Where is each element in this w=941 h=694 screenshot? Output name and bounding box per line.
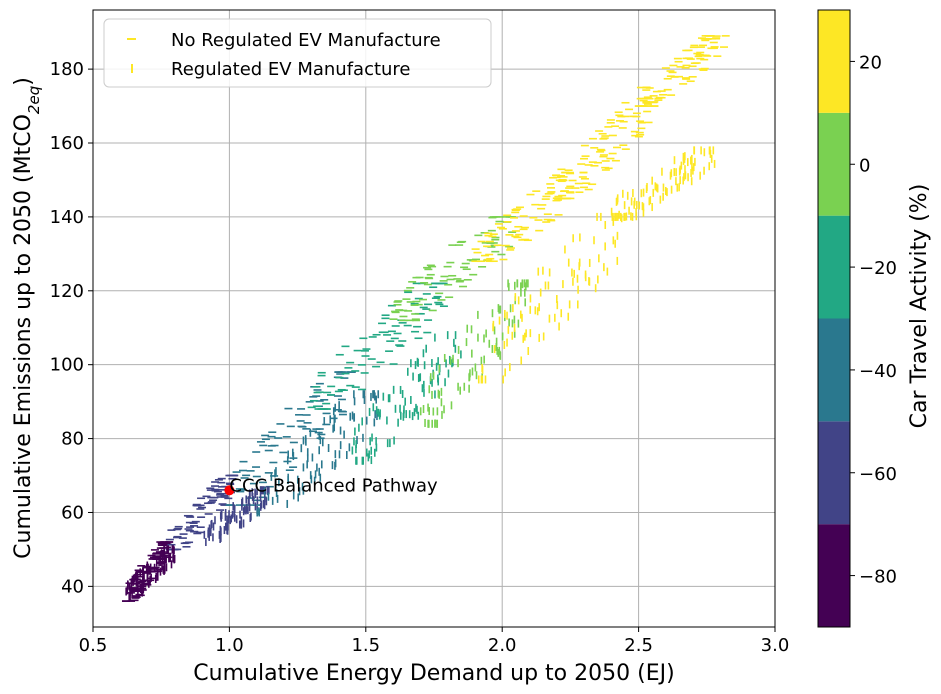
x-axis-label: Cumulative Energy Demand up to 2050 (EJ) [193,661,674,686]
y-axis-label: Cumulative Emissions up to 2050 (MtCO2eq… [11,77,43,559]
y-tick-label: 140 [50,207,84,228]
y-tick-label: 100 [50,355,84,376]
colorbar-tick-label: −40 [859,361,897,382]
colorbar-tick-label: −20 [859,258,897,279]
colorbar-tick-label: −80 [859,567,897,588]
x-tick-label: 1.0 [215,635,244,656]
series-regulated [125,146,716,602]
scatter-points [121,35,730,602]
colorbar-label: Car Travel Activity (%) [907,184,932,429]
series-no-regulated [121,35,730,602]
colorbar-segment [818,318,850,422]
legend: No Regulated EV Manufacture Regulated EV… [103,18,492,88]
x-tick-label: 0.5 [79,635,108,656]
colorbar-segment [818,524,850,627]
colorbar-tick-label: −60 [859,464,897,485]
x-tick-label: 2.0 [488,635,517,656]
y-tick-label: 80 [61,429,84,450]
ccc-balanced-pathway-label: CCC Balanced Pathway [229,475,438,496]
x-axis-ticks: 0.5 1.0 1.5 2.0 2.5 3.0 [79,627,790,656]
colorbar-segment [818,215,850,319]
y-tick-label: 180 [50,59,84,80]
colorbar-tick-label: 0 [859,155,870,176]
colorbar-frame [817,9,851,628]
legend-label-regulated: Regulated EV Manufacture [171,59,411,80]
y-axis-ticks: 40 60 80 100 120 140 160 180 [50,59,93,597]
y-tick-label: 120 [50,281,84,302]
x-tick-label: 2.5 [624,635,653,656]
y-tick-label: 60 [61,502,84,523]
legend-box [103,18,492,88]
ccc-balanced-pathway: CCC Balanced Pathway [224,475,438,496]
ccc-balanced-pathway-marker [224,485,235,496]
plot-frame [92,9,776,628]
y-tick-label: 40 [61,576,84,597]
x-tick-label: 3.0 [761,635,790,656]
colorbar-segment [818,112,850,216]
colorbar-segment [818,421,850,525]
y-tick-label: 160 [50,133,84,154]
colorbar-segment [818,10,850,113]
legend-label-no-regulated: No Regulated EV Manufacture [171,30,441,51]
x-tick-label: 1.5 [351,635,380,656]
colorbar: −80 −60 −40 −20 0 20 [817,9,897,628]
colorbar-tick-label: 20 [859,52,882,73]
